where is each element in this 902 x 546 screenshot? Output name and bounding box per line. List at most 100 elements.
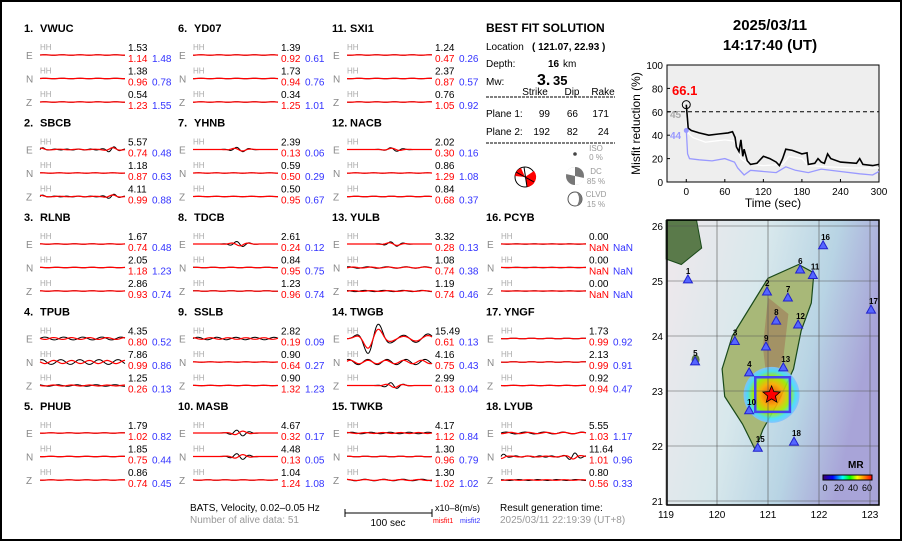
rake-value: 171 (592, 109, 609, 120)
misfit2-value: 0.05 (305, 456, 325, 467)
misfit2-value: 0.92 (459, 101, 479, 112)
peak-amplitude: 1.19 (435, 279, 455, 290)
misfit2-legend: misfit2 (460, 518, 480, 525)
misfit2-value: 1.08 (459, 172, 479, 183)
station-name: VWUC (40, 23, 74, 35)
misfit1-value: 1.05 (435, 101, 455, 112)
misfit2-value: 0.67 (305, 196, 325, 207)
station-number: 13. (332, 212, 347, 224)
misfit1-value: 0.28 (435, 243, 455, 254)
channel-label: HH (347, 256, 359, 265)
peak-amplitude: 1.08 (435, 256, 455, 267)
clvd-value: 15 % (587, 200, 605, 209)
peak-amplitude: 1.25 (128, 374, 148, 385)
misfit2-value: 0.79 (459, 456, 479, 467)
channel-label: HH (40, 327, 52, 336)
lat-tick-label: 24 (652, 332, 664, 343)
misfit2-value: 1.02 (459, 479, 479, 490)
peak-amplitude: 0.50 (281, 185, 301, 196)
peak-amplitude: 1.39 (281, 43, 301, 54)
channel-label: HH (347, 421, 359, 430)
lon-tick-label: 119 (658, 510, 674, 521)
peak-amplitude: 2.61 (281, 232, 301, 243)
result-time-label: Result generation time: (500, 503, 603, 514)
channel-label: HH (347, 279, 359, 288)
channel-label: HH (347, 185, 359, 194)
misfit2-value: 0.76 (305, 78, 325, 89)
depth-value: 16 (548, 59, 560, 70)
station-id-label: 9 (764, 334, 769, 343)
misfit1-value: 0.99 (589, 338, 609, 349)
misfit1-value: 1.02 (435, 479, 455, 490)
station-name: RLNB (40, 212, 71, 224)
lon-tick-label: 120 (709, 510, 726, 521)
component-label: Z (26, 287, 32, 298)
peak-amplitude: 4.35 (128, 327, 148, 338)
station-number: 17. (486, 307, 501, 319)
peak-amplitude: 1.18 (128, 161, 148, 172)
y-tick-label: 0 (657, 178, 663, 189)
misfit2-value: 0.86 (152, 361, 172, 372)
misfit2-value: 1.48 (152, 54, 172, 65)
result-time: 2025/03/11 22:19:39 (UT+8) (500, 515, 625, 526)
misfit2-value: 0.82 (152, 432, 172, 443)
component-label: N (179, 169, 186, 180)
component-label: Z (487, 382, 493, 393)
solution-title: BEST FIT SOLUTION (486, 21, 605, 35)
component-label: E (179, 429, 186, 440)
component-label: N (179, 75, 186, 86)
component-label: Z (333, 287, 339, 298)
misfit2-value: 0.12 (305, 243, 325, 254)
channel-label: HH (193, 90, 205, 99)
station-id-label: 16 (821, 233, 830, 242)
channel-label: HH (40, 374, 52, 383)
misfit2-value: 0.92 (613, 338, 633, 349)
channel-label: HH (40, 445, 52, 454)
misfit2-value: 0.52 (152, 338, 172, 349)
misfit1-value: 0.74 (435, 267, 455, 278)
component-label: Z (333, 382, 339, 393)
plane-header: Dip (564, 87, 579, 98)
peak-amplitude: 1.67 (128, 232, 148, 243)
channel-label: HH (347, 138, 359, 147)
series-white-label: 45 (670, 110, 682, 121)
misfit1-value: 0.19 (281, 338, 301, 349)
peak-amplitude: 0.84 (435, 185, 455, 196)
misfit1-value: 0.56 (589, 479, 609, 490)
lon-tick-label: 123 (862, 510, 879, 521)
component-label: N (26, 169, 33, 180)
component-label: E (179, 335, 186, 346)
colorbar-title: MR (848, 460, 864, 471)
misfit2-value: 0.26 (459, 54, 479, 65)
channel-label: HH (193, 256, 205, 265)
channel-label: HH (193, 67, 205, 76)
network-info: BATS, Velocity, 0.02–0.05 Hz (190, 503, 320, 514)
misfit1-value: 1.29 (435, 172, 455, 183)
misfit2-value: 0.17 (305, 432, 325, 443)
component-label: Z (333, 193, 339, 204)
component-label: Z (26, 476, 32, 487)
component-label: N (333, 453, 340, 464)
component-label: E (333, 429, 340, 440)
misfit1-value: 0.92 (281, 54, 301, 65)
lon-tick-label: 121 (760, 510, 777, 521)
station-id-label: 17 (869, 297, 878, 306)
misfit1-value: 0.75 (128, 456, 148, 467)
misfit2-value: 0.45 (152, 479, 172, 490)
component-label: Z (179, 382, 185, 393)
channel-label: HH (40, 43, 52, 52)
station-name: PCYB (504, 212, 535, 224)
misfit1-value: 0.75 (435, 361, 455, 372)
station-number: 15. (332, 401, 347, 413)
event-time: 14:17:40 (UT) (723, 37, 817, 54)
station-number: 11. (332, 23, 347, 35)
misfit2-value: 0.84 (459, 432, 479, 443)
station-id-label: 12 (796, 312, 805, 321)
peak-amplitude: 2.13 (589, 350, 609, 361)
peak-amplitude: 1.73 (589, 327, 609, 338)
peak-amplitude: 4.16 (435, 350, 455, 361)
misfit2-value: NaN (613, 243, 633, 254)
station-number: 5. (24, 401, 33, 413)
component-label: N (333, 169, 340, 180)
misfit1-value: 0.13 (435, 385, 455, 396)
